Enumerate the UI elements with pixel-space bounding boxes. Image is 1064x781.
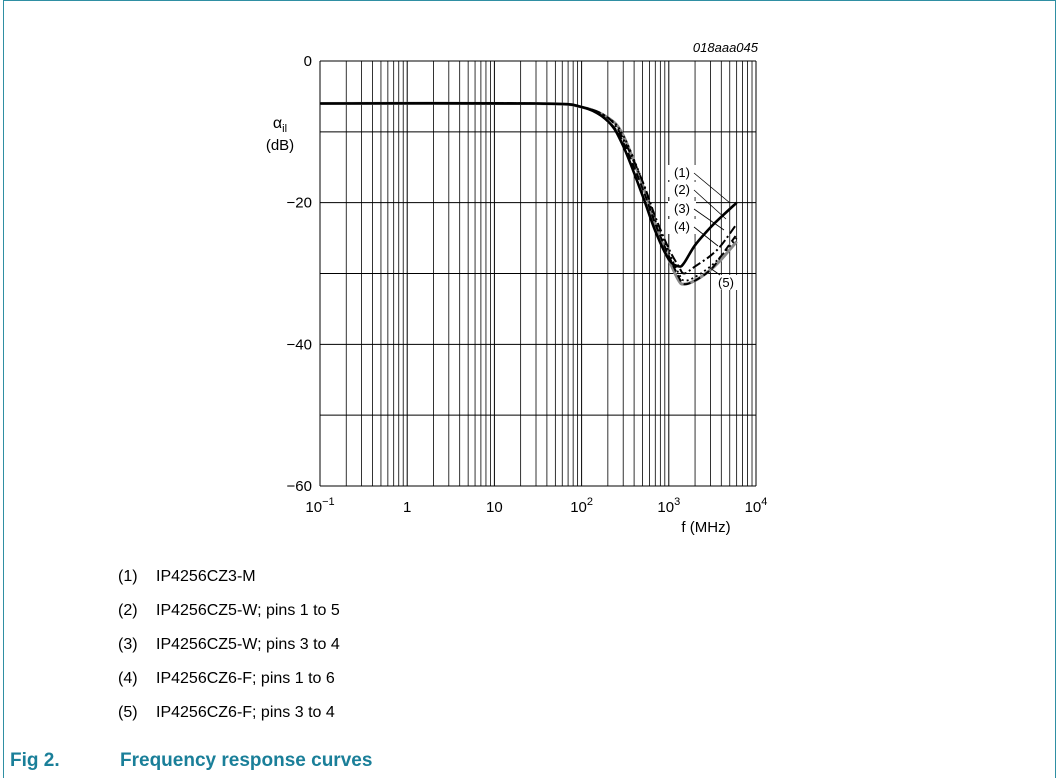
series-label: (2) bbox=[674, 182, 690, 197]
caption-title: Frequency response curves bbox=[120, 750, 373, 771]
series-label-bg bbox=[668, 219, 696, 234]
legend-item: (2) IP4256CZ5-W; pins 1 to 5 bbox=[118, 602, 340, 620]
legend-text: IP4256CZ6-F; pins 1 to 6 bbox=[156, 670, 335, 687]
x-tick-label: 104 bbox=[745, 496, 768, 516]
x-tick-label: 1 bbox=[403, 499, 411, 516]
legend-text: IP4256CZ6-F; pins 3 to 4 bbox=[156, 704, 335, 721]
chart-annotations: (1) (2) (3) (4) (5) bbox=[668, 165, 740, 290]
legend-num: (5) bbox=[118, 704, 138, 721]
y-tick-label: −60 bbox=[287, 478, 312, 495]
caption-number: Fig 2. bbox=[10, 750, 60, 771]
y-axis-unit: (dB) bbox=[266, 137, 294, 154]
legend-item: (4) IP4256CZ6-F; pins 1 to 6 bbox=[118, 670, 335, 688]
legend-text: IP4256CZ3-M bbox=[156, 568, 256, 585]
legend-num: (2) bbox=[118, 602, 138, 619]
legend-item: (5) IP4256CZ6-F; pins 3 to 4 bbox=[118, 704, 335, 722]
legend-num: (3) bbox=[118, 636, 138, 653]
series-line-4 bbox=[319, 102, 738, 286]
leader-line bbox=[693, 208, 725, 231]
legend-text: IP4256CZ5-W; pins 3 to 4 bbox=[156, 636, 340, 653]
figure-frame bbox=[3, 0, 1056, 778]
y-tick-label: −40 bbox=[287, 336, 312, 353]
y-tick-label: 0 bbox=[304, 53, 312, 70]
series-label-bg bbox=[712, 275, 740, 290]
leader-line bbox=[709, 267, 721, 276]
legend-item: (3) IP4256CZ5-W; pins 3 to 4 bbox=[118, 636, 340, 654]
series-label: (1) bbox=[674, 165, 690, 180]
x-tick-label: 10−1 bbox=[305, 496, 334, 516]
y-tick-label: −20 bbox=[287, 195, 312, 212]
series-label-bg bbox=[668, 201, 696, 216]
x-tick-label: 102 bbox=[570, 496, 593, 516]
chart-grid bbox=[319, 60, 757, 487]
leader-line bbox=[693, 189, 727, 220]
legend-num: (1) bbox=[118, 568, 138, 585]
x-axis-label: f (MHz) bbox=[681, 519, 730, 536]
figure-id-code: 018aaa045 bbox=[693, 40, 759, 55]
figure-caption: Fig 2. Frequency response curves bbox=[10, 750, 372, 772]
legend-text: IP4256CZ5-W; pins 1 to 5 bbox=[156, 602, 340, 619]
series-label-bg bbox=[668, 182, 696, 197]
x-tick-label: 10 bbox=[486, 499, 503, 516]
legend-item: (1) IP4256CZ3-M bbox=[118, 568, 256, 586]
chart-series bbox=[319, 101, 738, 286]
series-label: (4) bbox=[674, 219, 690, 234]
leader-line bbox=[693, 172, 731, 204]
legend-num: (4) bbox=[118, 670, 138, 687]
series-label-bg bbox=[668, 165, 696, 180]
y-axis-symbol: α bbox=[273, 115, 282, 132]
series-line-1 bbox=[319, 101, 738, 268]
series-label: (5) bbox=[718, 275, 734, 290]
y-axis-label: αil bbox=[273, 115, 287, 135]
series-label: (3) bbox=[674, 201, 690, 216]
y-axis-subscript: il bbox=[282, 123, 287, 135]
x-tick-label: 103 bbox=[657, 496, 680, 516]
leader-line bbox=[693, 226, 719, 247]
